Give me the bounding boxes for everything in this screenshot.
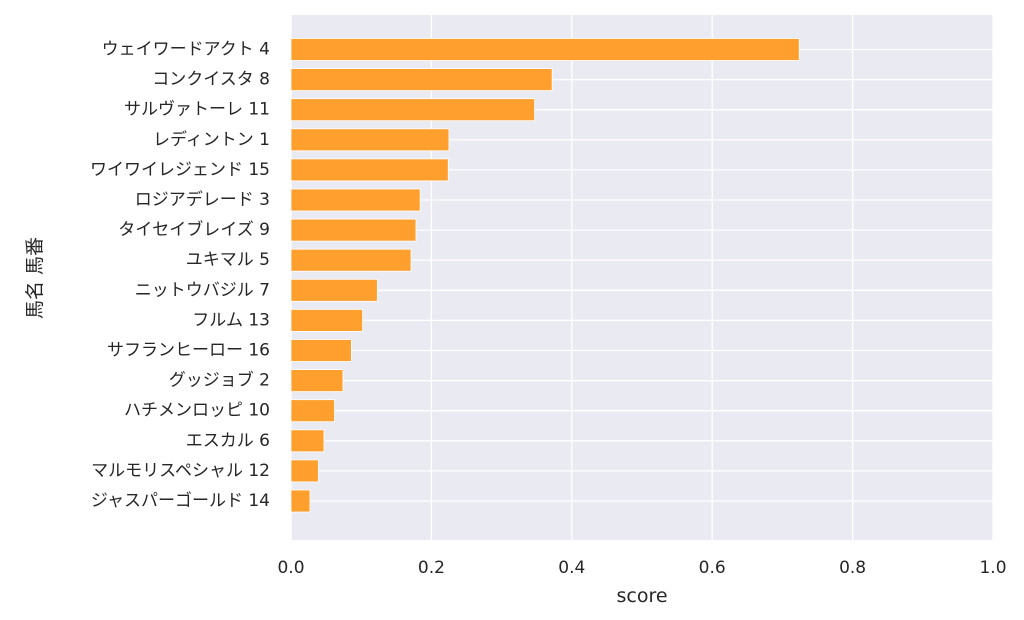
bar	[290, 188, 421, 212]
y-tick-labels: ウェイワードアクト 4 コンクイスタ 8 サルヴァトーレ 11 レディントン 1 ワイワ…	[90, 40, 270, 512]
y-tick-label: フルム 13	[192, 310, 270, 330]
bar	[290, 98, 535, 122]
y-tick-label: タイセイブレイズ 9	[118, 219, 270, 240]
y-tick-label: コンクイスタ 8	[152, 70, 270, 90]
y-tick-label: サフランヒーロー 16	[107, 341, 270, 361]
y-tick-label: レディントン 1	[153, 129, 270, 150]
y-tick-label: ワイワイレジェンド 15	[90, 160, 270, 180]
bar	[290, 128, 450, 152]
bar	[290, 489, 311, 513]
x-axis-label: score	[616, 585, 667, 607]
bar	[290, 429, 325, 453]
y-tick-label: ニットウバジル 7	[135, 280, 270, 300]
x-tick-label: 0.8	[839, 558, 866, 578]
bar	[290, 369, 344, 393]
y-tick-label: ジャスパーゴールド 14	[91, 490, 270, 511]
x-tick-label: 0.0	[277, 558, 304, 578]
bar	[290, 218, 417, 242]
bar	[290, 248, 412, 272]
bars	[290, 38, 800, 513]
x-tick-label: 0.6	[699, 558, 726, 578]
y-tick-label: エスカル 6	[186, 431, 270, 451]
x-tick-label: 1.0	[979, 558, 1006, 578]
y-tick-label: マルモリスペシャル 12	[91, 461, 270, 481]
y-tick-label: サルヴァトーレ 11	[124, 100, 270, 120]
bar	[290, 399, 335, 423]
y-tick-label: グッジョブ 2	[169, 370, 270, 391]
bar	[290, 68, 553, 91]
bar	[290, 308, 364, 332]
y-tick-label: ハチメンロッピ 10	[124, 401, 270, 421]
bar	[290, 158, 449, 182]
bar	[290, 339, 352, 362]
bar	[290, 278, 378, 302]
x-tick-label: 0.4	[558, 558, 585, 578]
x-tick-label: 0.2	[418, 558, 445, 578]
plot-area	[291, 15, 993, 540]
bar	[290, 459, 319, 483]
y-tick-label: ウェイワードアクト 4	[102, 40, 270, 60]
y-tick-label: ロジアデレード 3	[135, 189, 270, 210]
y-tick-label: ユキマル 5	[186, 250, 270, 270]
bar	[290, 38, 800, 61]
y-axis-label: 馬名 馬番	[24, 237, 46, 319]
x-tick-labels: 0.0 0.2 0.4 0.6 0.8 1.0	[277, 558, 1006, 578]
